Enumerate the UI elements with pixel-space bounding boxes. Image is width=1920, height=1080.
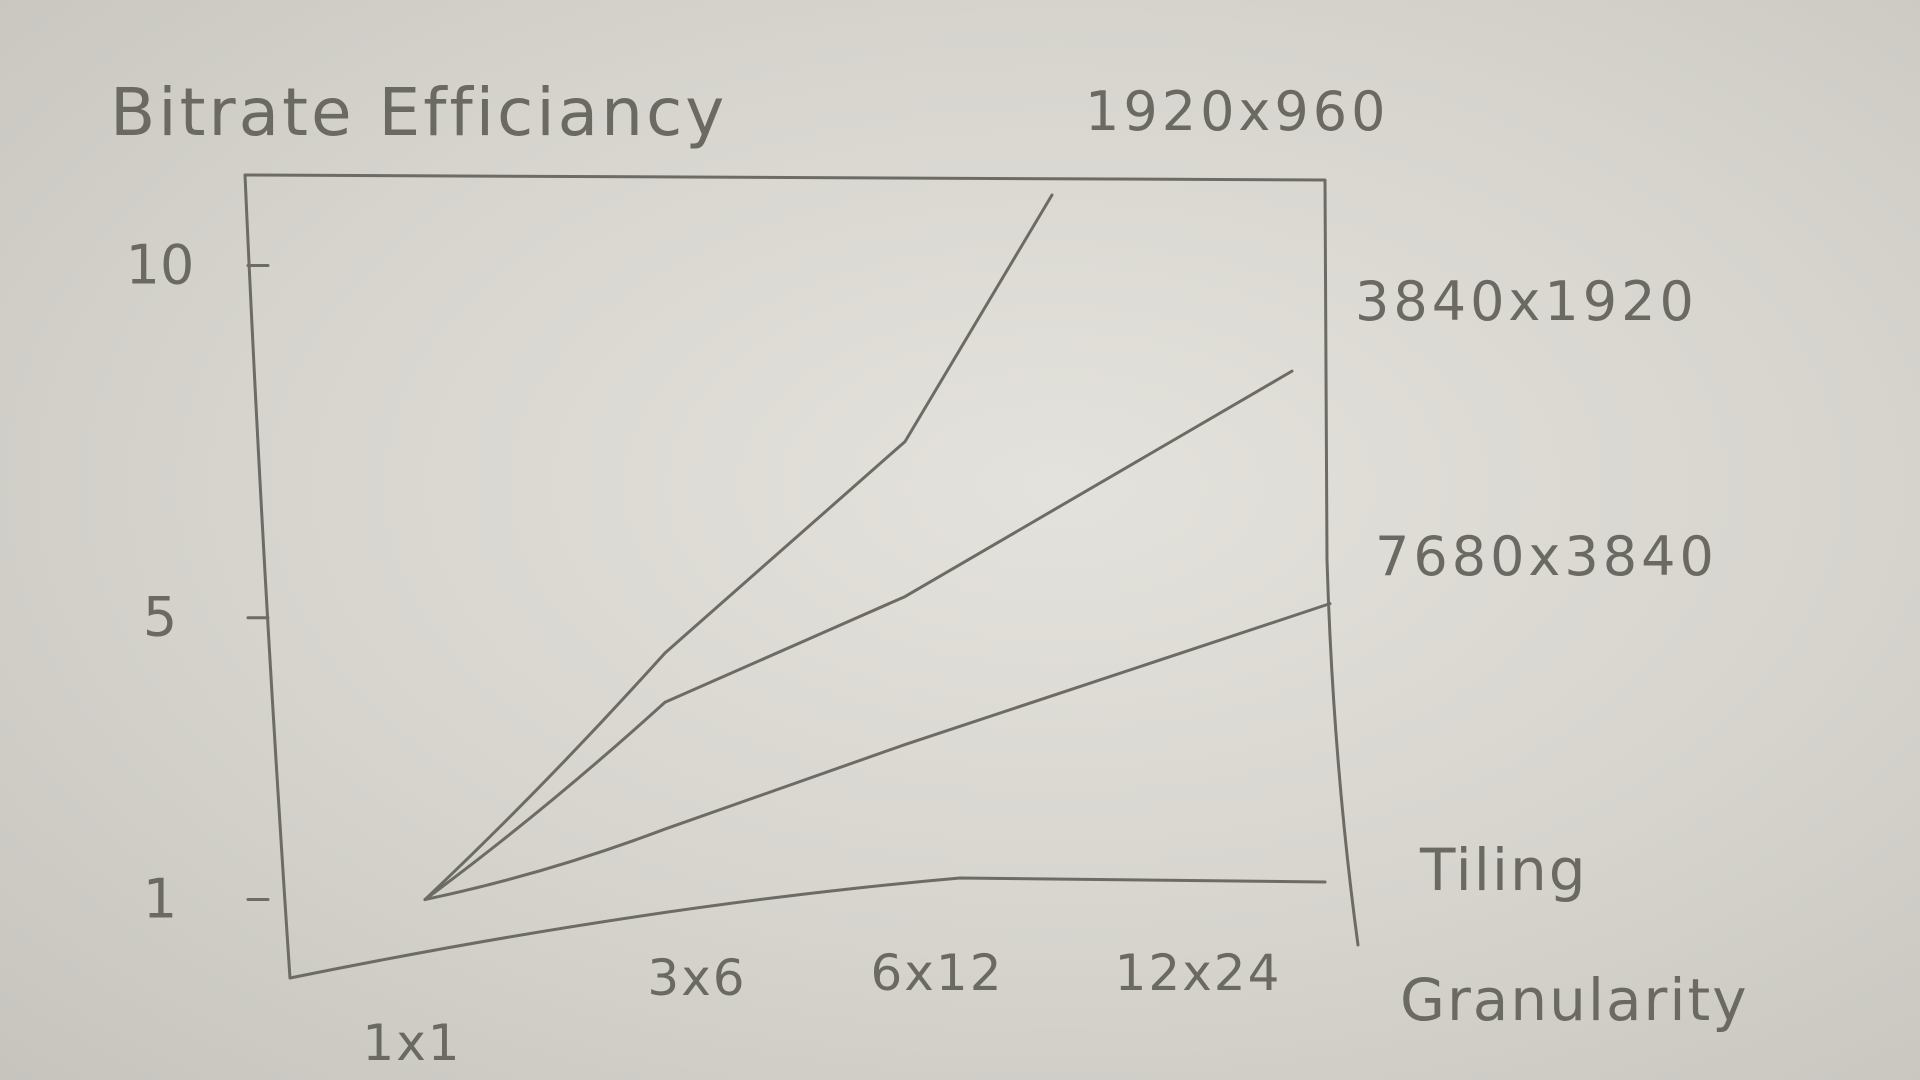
series-labels: 1920x960 3840x1920 7680x3840 — [1085, 80, 1718, 588]
plot-frame-top-right — [243, 173, 1360, 947]
x-tick-label: 3x6 — [647, 949, 746, 1007]
y-tick-label: 5 — [143, 586, 177, 649]
x-axis-title-line-2: Granularity — [1400, 966, 1749, 1034]
x-tick-label: 1x1 — [362, 1014, 461, 1072]
series-label: 3840x1920 — [1355, 270, 1698, 333]
series-label: 7680x3840 — [1375, 525, 1718, 588]
series-line — [423, 193, 1054, 902]
tick-labels: 10 5 1 1x1 3x6 6x12 12x24 — [126, 233, 1282, 1072]
chart-title: Bitrate Efficiancy — [110, 74, 727, 151]
x-tick-label: 12x24 — [1115, 944, 1282, 1002]
y-tick-label: 10 — [126, 233, 195, 296]
x-tick-label: 6x12 — [870, 944, 1003, 1002]
x-axis-title-line-1: Tiling — [1419, 836, 1588, 904]
series-line — [423, 602, 1332, 902]
x-axis-line — [288, 876, 1327, 980]
series-label: 1920x960 — [1085, 80, 1389, 143]
y-axis-line — [243, 173, 292, 980]
axes — [243, 173, 1360, 980]
series-line — [423, 369, 1294, 902]
y-tick-label: 1 — [143, 868, 177, 931]
series-lines — [423, 193, 1332, 902]
labels: Bitrate Efficiancy Tiling Granularity — [110, 74, 1749, 1034]
